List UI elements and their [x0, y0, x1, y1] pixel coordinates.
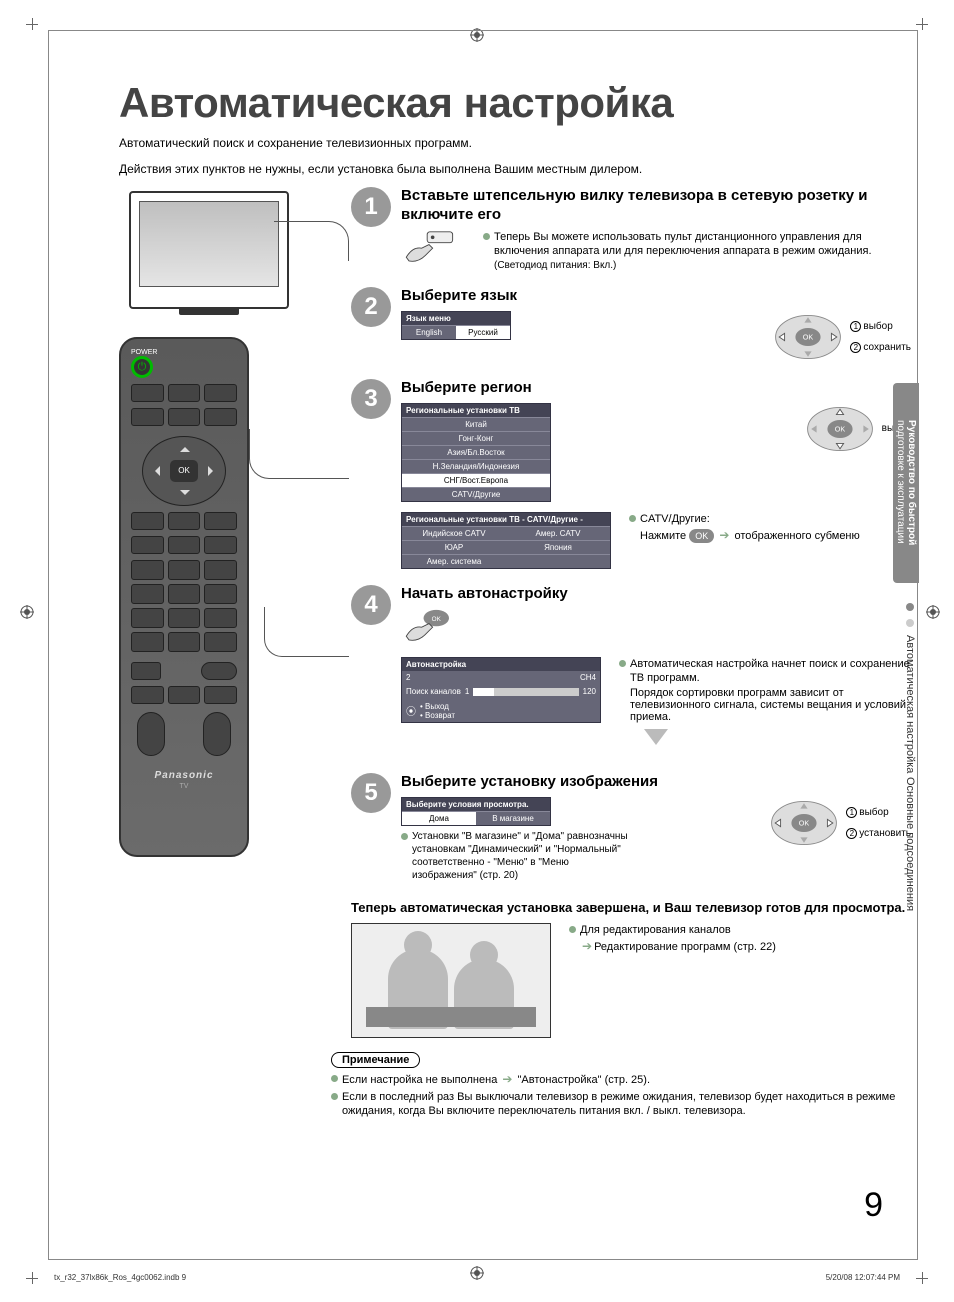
page: Автоматическая настройка Автоматический … — [48, 30, 918, 1260]
svg-text:OK: OK — [432, 616, 442, 623]
step-3: 3 Выберите регион Региональные установки… — [351, 379, 911, 569]
svg-text:OK: OK — [799, 819, 810, 828]
progress-menu: Автонастройка 2CH4 Поиск каналов 1 120 ⦿ — [401, 657, 601, 723]
step-num-4: 4 — [351, 585, 391, 625]
intro-1: Автоматический поиск и сохранение телеви… — [119, 135, 887, 151]
step-1-bullet: Теперь Вы можете использовать пульт дист… — [494, 230, 911, 259]
step-2: 2 Выберите язык Язык меню English Русски… — [351, 287, 911, 363]
footer-left: tx_r32_37lx86k_Ros_4gc0062.indb 9 — [54, 1273, 186, 1282]
content-area: POWER ⏻ OK — [119, 187, 899, 1237]
okpad-icon: OK — [772, 311, 844, 363]
intro-2: Действия этих пунктов не нужны, если уст… — [119, 161, 887, 177]
hand-icon — [401, 230, 457, 270]
side-tab: Руководство по быстройподготовке к экспл… — [893, 383, 919, 583]
final-title: Теперь автоматическая установка завершен… — [351, 900, 911, 917]
step-num-3: 3 — [351, 379, 391, 419]
dpad: OK — [132, 436, 236, 506]
okpad-icon: OK — [804, 403, 876, 455]
ok-chip: OK — [689, 529, 714, 543]
final-section: Теперь автоматическая установка завершен… — [351, 900, 911, 1038]
step-1-title: Вставьте штепсельную вилку телевизора в … — [401, 187, 911, 225]
note-section: Примечание Если настройка не выполнена ➔… — [331, 1048, 911, 1118]
down-arrow-icon — [644, 729, 668, 757]
ok-button: OK — [170, 460, 198, 482]
page-number: 9 — [864, 1186, 883, 1225]
step-5: 5 Выберите установку изображения Выберит… — [351, 773, 911, 884]
svg-text:OK: OK — [834, 425, 845, 434]
step-1: 1 Вставьте штепсельную вилку телевизора … — [351, 187, 911, 271]
region-menu: Региональные установки ТВ Китай Гонг-Кон… — [401, 403, 551, 502]
step-1-sub: (Светодиод питания: Вкл.) — [494, 260, 911, 271]
remote-illustration: POWER ⏻ OK — [119, 337, 249, 857]
lang-menu: Язык меню English Русский — [401, 311, 511, 340]
step-num-5: 5 — [351, 773, 391, 813]
okpad-icon: OK — [768, 797, 840, 849]
tv-illustration — [129, 191, 289, 309]
note-label: Примечание — [331, 1052, 420, 1068]
power-label: POWER — [131, 349, 237, 356]
hand-icon: OK — [401, 609, 457, 649]
side-labels: Автоматическая настройка Основные подсое… — [903, 603, 917, 911]
page-title: Автоматическая настройка — [119, 79, 887, 127]
step-3-title: Выберите регион — [401, 379, 911, 398]
brand-sub: TV — [131, 783, 237, 790]
step-2-title: Выберите язык — [401, 287, 911, 306]
footer-right: 5/20/08 12:07:44 PM — [826, 1273, 900, 1282]
step-5-title: Выберите установку изображения — [401, 773, 911, 792]
step-4-title: Начать автонастройку — [401, 585, 911, 604]
step-num-1: 1 — [351, 187, 391, 227]
people-illustration — [351, 923, 551, 1038]
brand-label: Panasonic — [131, 770, 237, 781]
viewmode-menu: Выберите условия просмотра. Дома В магаз… — [401, 797, 551, 826]
step-num-2: 2 — [351, 287, 391, 327]
svg-text:OK: OK — [803, 333, 814, 342]
step-4: 4 Начать автонастройку OK Автонастройка … — [351, 585, 911, 757]
catv-menu: Региональные установки ТВ - CATV/Другие … — [401, 512, 611, 569]
power-icon: ⏻ — [131, 356, 153, 378]
